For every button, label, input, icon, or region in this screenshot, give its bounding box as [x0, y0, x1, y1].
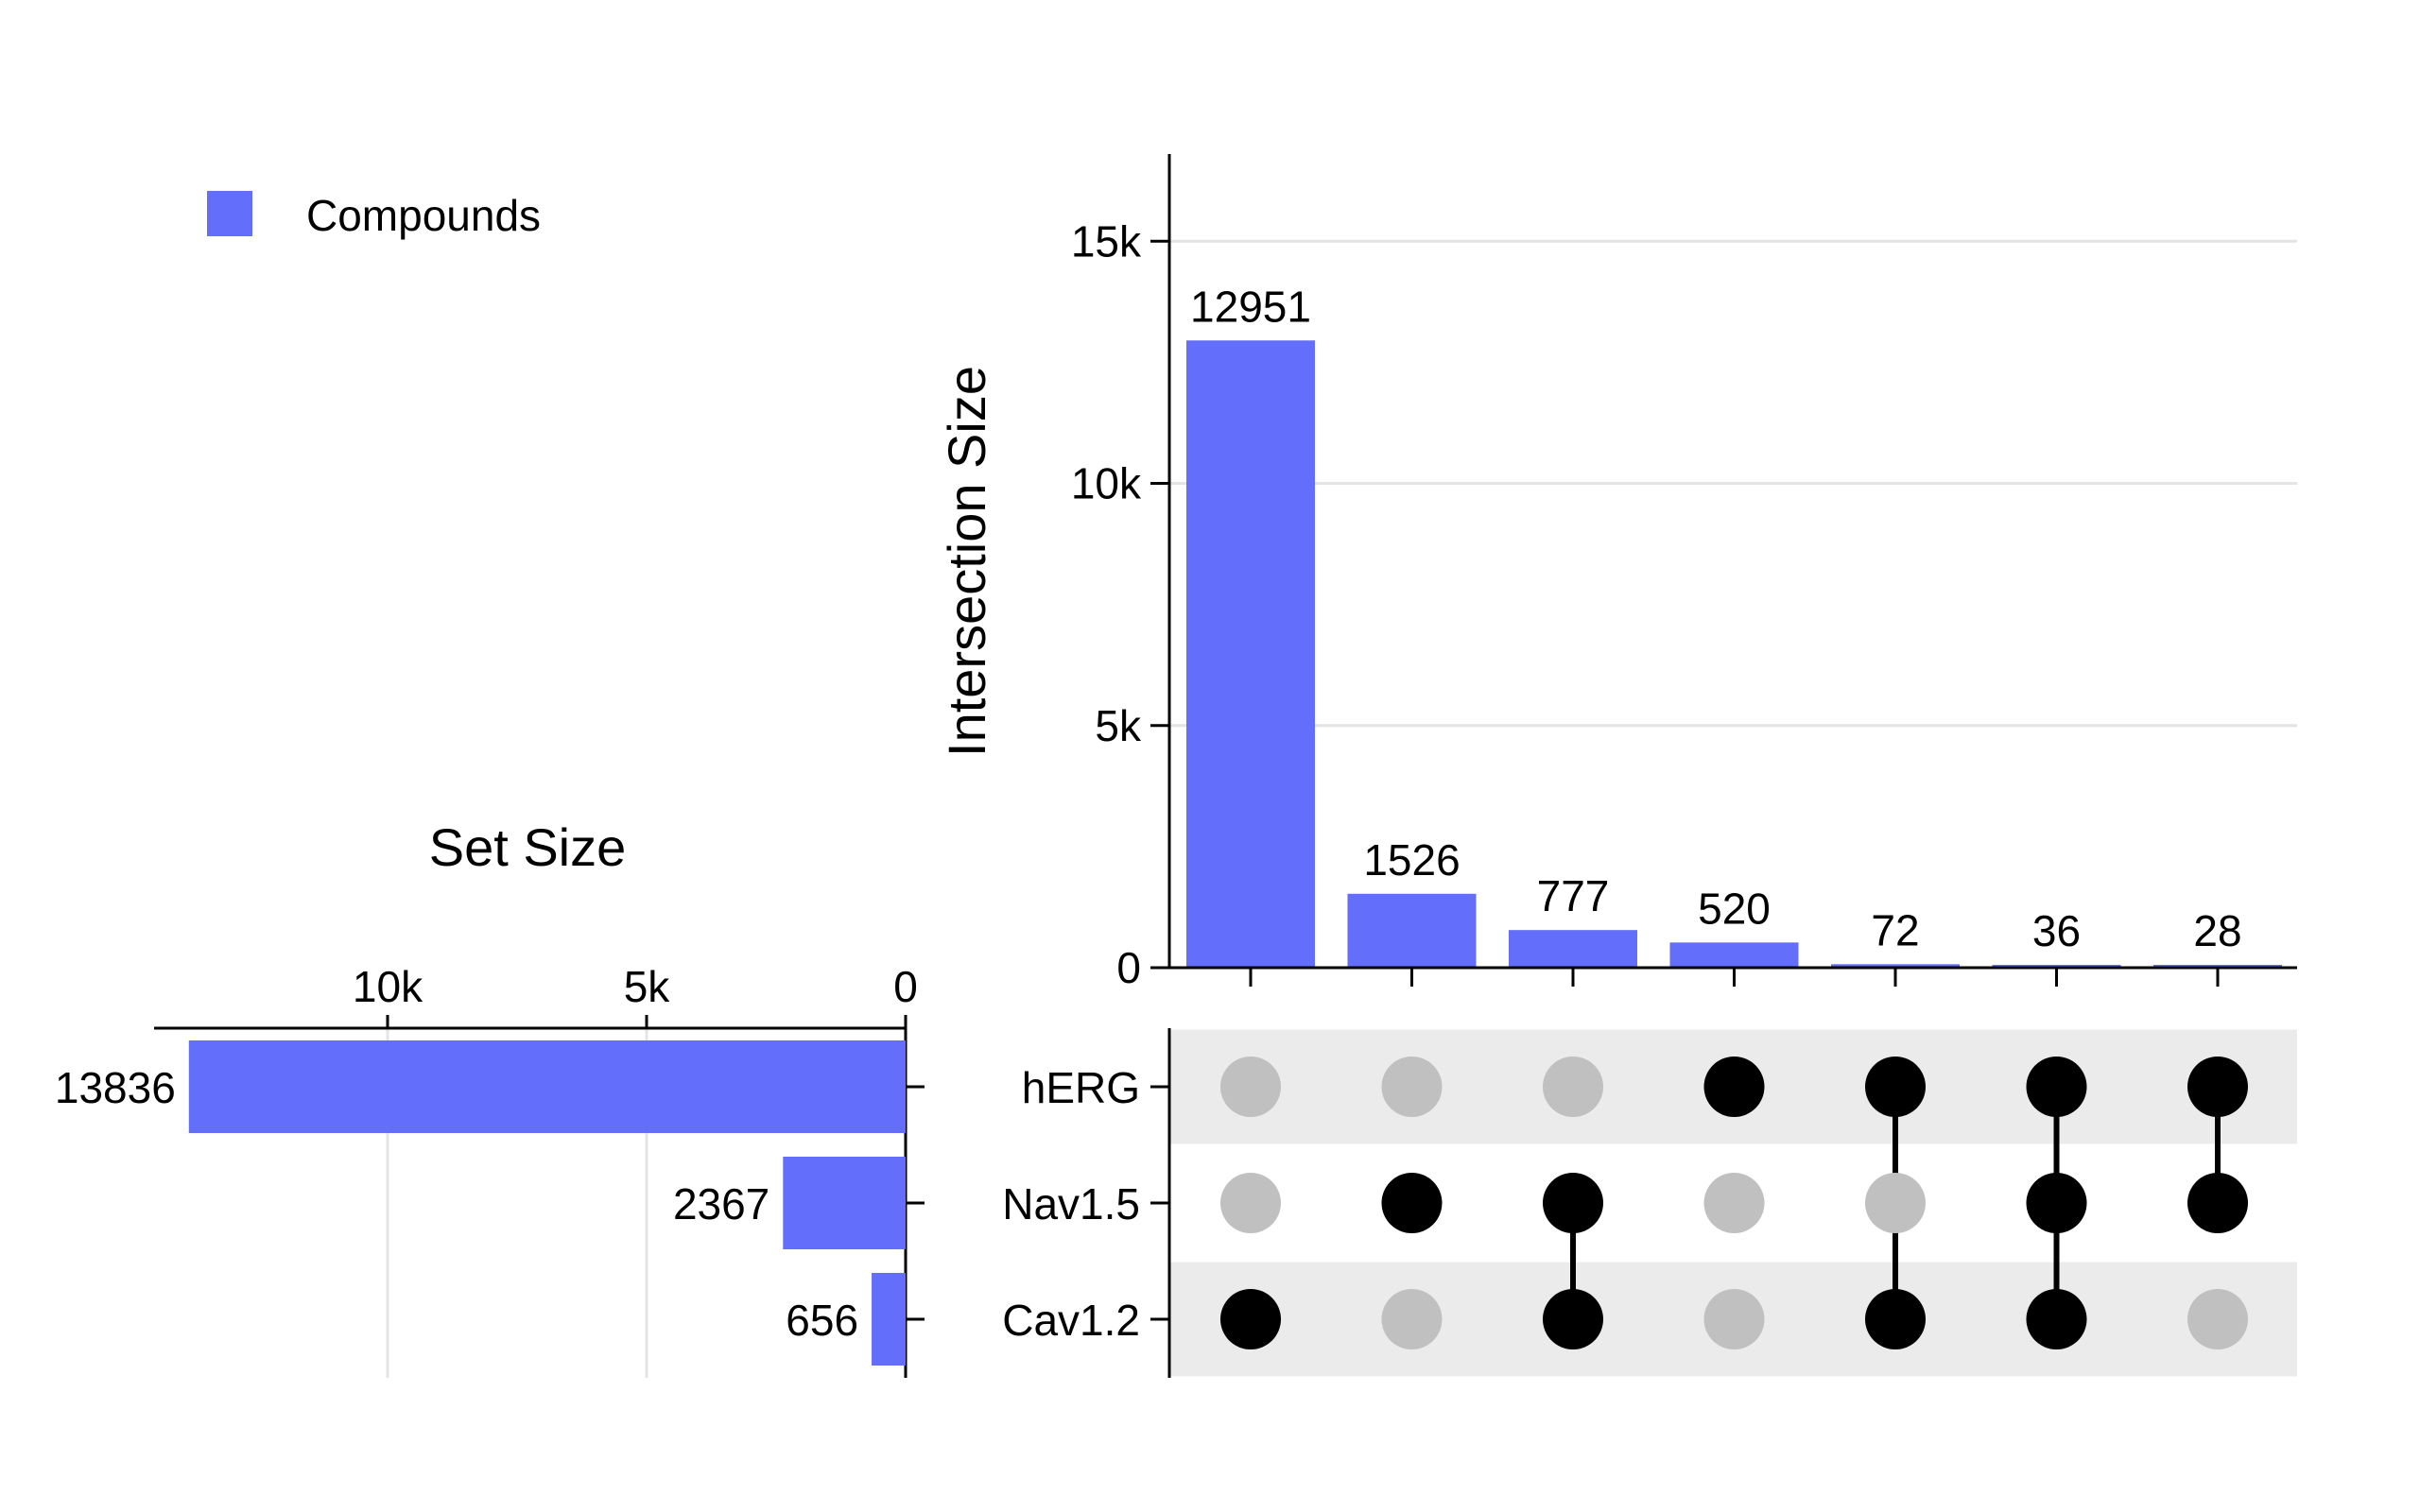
matrix-dot-inactive — [1220, 1057, 1281, 1117]
intersection-bars — [1186, 340, 2282, 969]
set-size-tick-label: 0 — [893, 962, 918, 1011]
set-size-bars: 13836 2367 656 — [55, 1040, 906, 1366]
legend-label: Compounds — [306, 191, 541, 240]
matrix-dot-active — [1703, 1057, 1765, 1117]
set-name-label: Nav1.5 — [1002, 1179, 1140, 1228]
intersection-matrix — [1167, 1028, 2248, 1378]
set-size-axis-title: Set Size — [429, 817, 627, 877]
intersection-bar-label: 72 — [1871, 905, 1919, 954]
legend: Compounds — [207, 191, 541, 240]
matrix-dot-inactive — [1865, 1173, 1926, 1233]
set-size-bar-label: 13836 — [55, 1063, 176, 1112]
set-size-bar-label: 656 — [786, 1296, 858, 1345]
matrix-dot-active — [1543, 1173, 1603, 1233]
matrix-dot-active — [2026, 1057, 2087, 1117]
intersection-axis: Intersection Size 0 5k 10k 15k — [937, 154, 2297, 992]
intersection-y-tick-label: 5k — [1095, 701, 1142, 750]
matrix-dot-inactive — [1381, 1057, 1443, 1117]
legend-swatch — [207, 191, 252, 236]
intersection-y-tick-label: 15k — [1071, 216, 1142, 266]
intersection-bar — [1669, 942, 1799, 968]
matrix-dot-active — [2026, 1289, 2087, 1349]
intersection-bar-label: 28 — [2193, 906, 2241, 955]
matrix-dot-active — [2187, 1173, 2248, 1233]
set-size-bar-label: 2367 — [673, 1179, 769, 1228]
matrix-dot-active — [2187, 1057, 2248, 1117]
intersection-bar-label: 777 — [1537, 871, 1610, 920]
intersection-bar-label: 520 — [1698, 884, 1771, 933]
intersection-bar — [1509, 930, 1637, 968]
set-name-label: Cav1.2 — [1002, 1296, 1140, 1345]
set-size-bar — [188, 1040, 906, 1133]
set-size-tick-label: 10k — [353, 962, 424, 1011]
matrix-dot-inactive — [1381, 1289, 1443, 1349]
intersection-axis-title: Intersection Size — [937, 366, 996, 757]
matrix-dot-inactive — [2187, 1289, 2248, 1349]
intersection-bar-label: 12951 — [1190, 282, 1311, 331]
intersection-bar — [1347, 893, 1477, 968]
matrix-dot-active — [1381, 1173, 1443, 1233]
matrix-dot-active — [1220, 1289, 1281, 1349]
set-name-labels: hERG Nav1.5 Cav1.2 — [1002, 1063, 1169, 1345]
set-size-bar — [872, 1273, 906, 1366]
matrix-dot-inactive — [1703, 1173, 1765, 1233]
matrix-dot-inactive — [1220, 1173, 1281, 1233]
intersection-bar-label: 36 — [2032, 906, 2081, 955]
set-size-tick-label: 5k — [624, 962, 671, 1011]
matrix-dot-inactive — [1543, 1057, 1603, 1117]
matrix-dot-active — [1865, 1057, 1926, 1117]
matrix-dot-active — [1865, 1289, 1926, 1349]
set-name-label: hERG — [1022, 1063, 1140, 1112]
intersection-y-tick-label: 0 — [1116, 943, 1141, 992]
gridlines — [1169, 239, 2297, 728]
intersection-bar — [1831, 964, 1960, 968]
intersection-y-tick-label: 10k — [1071, 459, 1142, 508]
matrix-dot-active — [1543, 1289, 1603, 1349]
matrix-dot-inactive — [1703, 1289, 1765, 1349]
intersection-bar-labels: 12951 1526 777 520 72 36 28 — [1190, 282, 2242, 955]
matrix-dot-active — [2026, 1173, 2087, 1233]
intersection-bar — [1186, 340, 1315, 969]
set-size-bar — [783, 1157, 906, 1249]
set-size-axis: Set Size 10k 5k 0 — [154, 817, 925, 1378]
intersection-bar-label: 1526 — [1363, 835, 1460, 885]
